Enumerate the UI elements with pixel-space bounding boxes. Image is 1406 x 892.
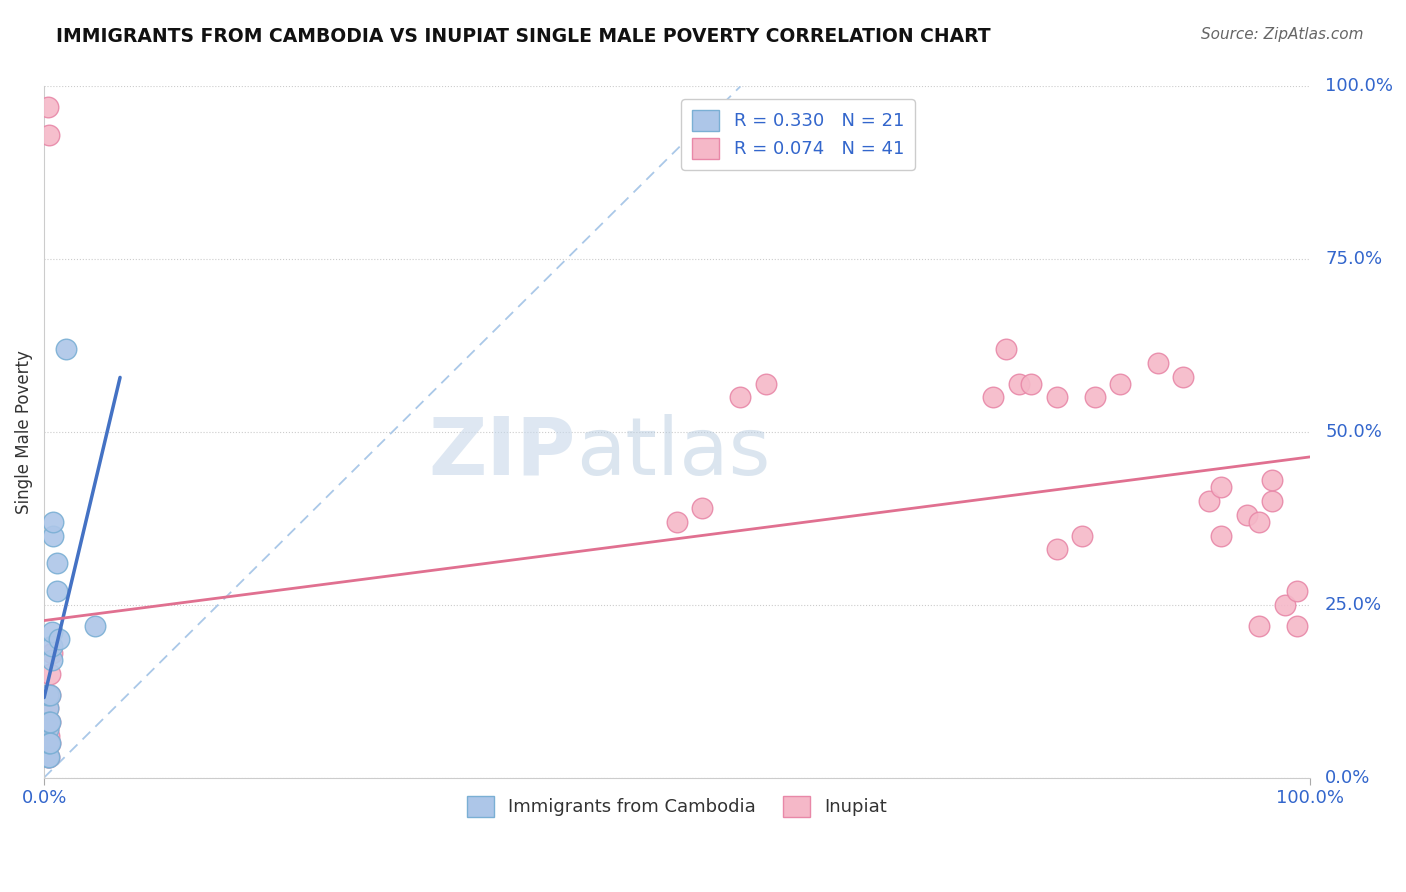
Text: IMMIGRANTS FROM CAMBODIA VS INUPIAT SINGLE MALE POVERTY CORRELATION CHART: IMMIGRANTS FROM CAMBODIA VS INUPIAT SING… xyxy=(56,27,991,45)
Point xyxy=(1008,376,1031,391)
Text: 75.0%: 75.0% xyxy=(1324,251,1382,268)
Point xyxy=(38,729,60,743)
Point xyxy=(995,342,1018,356)
Legend: Immigrants from Cambodia, Inupiat: Immigrants from Cambodia, Inupiat xyxy=(460,789,894,824)
Point xyxy=(83,618,105,632)
Point xyxy=(1046,391,1069,405)
Point xyxy=(1261,494,1284,508)
Text: Source: ZipAtlas.com: Source: ZipAtlas.com xyxy=(1201,27,1364,42)
Point xyxy=(666,515,689,529)
Point xyxy=(38,715,60,730)
Point xyxy=(1274,598,1296,612)
Point xyxy=(39,688,62,702)
Point xyxy=(37,749,59,764)
Point xyxy=(1286,584,1309,599)
Point xyxy=(37,722,59,736)
Point xyxy=(1249,618,1271,632)
Point xyxy=(39,715,62,730)
Point xyxy=(39,736,62,750)
Point xyxy=(692,501,714,516)
Text: ZIP: ZIP xyxy=(429,414,575,491)
Point xyxy=(38,736,60,750)
Point xyxy=(55,342,77,356)
Point xyxy=(41,653,63,667)
Point xyxy=(42,529,65,543)
Point xyxy=(37,688,59,702)
Point xyxy=(1211,480,1233,494)
Point xyxy=(1147,356,1170,370)
Text: 25.0%: 25.0% xyxy=(1324,596,1382,614)
Point xyxy=(37,701,59,715)
Text: 100.0%: 100.0% xyxy=(1324,78,1393,95)
Point xyxy=(1236,508,1258,522)
Text: atlas: atlas xyxy=(575,414,770,491)
Point xyxy=(37,722,59,736)
Point xyxy=(41,646,63,660)
Point xyxy=(1109,376,1132,391)
Point xyxy=(45,584,67,599)
Point xyxy=(1249,515,1271,529)
Point xyxy=(37,100,59,114)
Point xyxy=(45,557,67,571)
Point xyxy=(1211,529,1233,543)
Point xyxy=(1071,529,1094,543)
Point xyxy=(39,715,62,730)
Point xyxy=(1021,376,1043,391)
Point xyxy=(38,749,60,764)
Point xyxy=(39,688,62,702)
Point xyxy=(730,391,752,405)
Point xyxy=(37,736,59,750)
Point xyxy=(1046,542,1069,557)
Point xyxy=(1198,494,1220,508)
Point xyxy=(42,515,65,529)
Point xyxy=(41,625,63,640)
Point xyxy=(39,736,62,750)
Point xyxy=(39,666,62,681)
Point xyxy=(983,391,1005,405)
Point xyxy=(38,749,60,764)
Point xyxy=(37,701,59,715)
Text: 0.0%: 0.0% xyxy=(1324,769,1371,787)
Point xyxy=(38,128,60,142)
Y-axis label: Single Male Poverty: Single Male Poverty xyxy=(15,350,32,514)
Point xyxy=(37,749,59,764)
Point xyxy=(37,736,59,750)
Point xyxy=(1261,474,1284,488)
Point xyxy=(755,376,778,391)
Point xyxy=(48,632,70,647)
Point xyxy=(1286,618,1309,632)
Point xyxy=(37,688,59,702)
Point xyxy=(1173,369,1195,384)
Text: 50.0%: 50.0% xyxy=(1324,423,1382,441)
Point xyxy=(1084,391,1107,405)
Point xyxy=(41,639,63,653)
Point xyxy=(38,715,60,730)
